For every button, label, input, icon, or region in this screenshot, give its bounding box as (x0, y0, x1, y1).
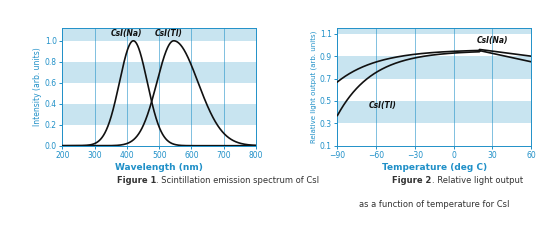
Y-axis label: Relative light output (arb. units): Relative light output (arb. units) (311, 31, 317, 143)
Bar (338, 34, 531, 56)
Text: . Relative light output: . Relative light output (431, 176, 522, 185)
Y-axis label: Intensity (arb. units): Intensity (arb. units) (33, 47, 42, 126)
Text: as a function of temperature for CsI: as a function of temperature for CsI (359, 200, 509, 209)
Bar (62, 83, 256, 104)
X-axis label: Temperature (deg C): Temperature (deg C) (382, 163, 487, 172)
Text: CsI(Tl): CsI(Tl) (369, 101, 397, 110)
Text: CsI(Na): CsI(Na) (111, 29, 143, 38)
Bar (338, 78, 531, 101)
X-axis label: Wavelength (nm): Wavelength (nm) (115, 163, 203, 172)
Text: CsI(Tl): CsI(Tl) (155, 29, 183, 38)
Bar (62, 125, 256, 146)
Text: . Scintillation emission spectrum of CsI: . Scintillation emission spectrum of CsI (157, 176, 320, 185)
Bar (62, 41, 256, 62)
Text: Figure 1: Figure 1 (117, 176, 157, 185)
Text: CsI(Na): CsI(Na) (477, 36, 508, 45)
Text: Figure 2: Figure 2 (392, 176, 431, 185)
Bar (338, 123, 531, 146)
